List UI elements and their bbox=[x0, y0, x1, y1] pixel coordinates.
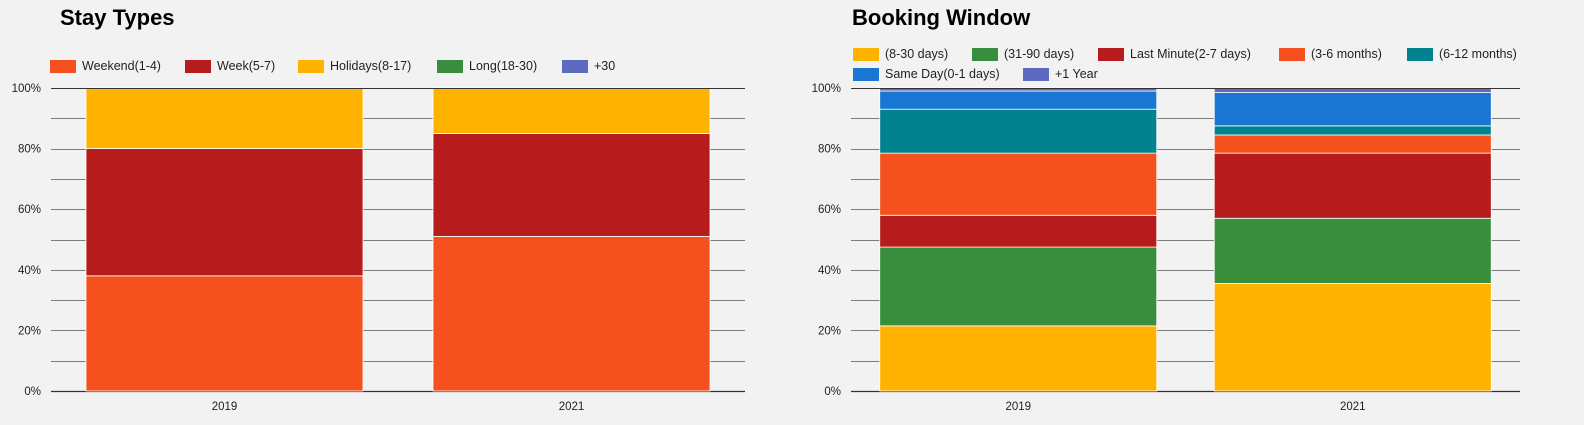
legend-label: (6-12 months) bbox=[1439, 47, 1517, 61]
bar-segment-week-5-7-2021[interactable] bbox=[432, 133, 711, 237]
bar-segment-same-day-0-1-days-2021[interactable] bbox=[1213, 92, 1492, 127]
legend-swatch bbox=[1098, 47, 1124, 61]
x-tick-label: 2021 bbox=[1340, 401, 1366, 413]
bar-segment-8-30-days-2019[interactable] bbox=[879, 325, 1158, 392]
legend-item-same-day-0-1-days[interactable]: Same Day(0-1 days) bbox=[853, 66, 1000, 82]
legend-label: Long(18-30) bbox=[469, 59, 538, 73]
legend-swatch bbox=[853, 67, 879, 81]
y-tick-label: 60% bbox=[818, 204, 841, 216]
legend-swatch bbox=[1407, 47, 1433, 61]
legend-item-3-6-months[interactable]: (3-6 months) bbox=[1279, 46, 1382, 62]
y-tick-label: 100% bbox=[812, 83, 841, 95]
y-tick-label: 80% bbox=[18, 144, 41, 156]
bar-segment-week-5-7-2019[interactable] bbox=[85, 148, 364, 277]
legend-label: (8-30 days) bbox=[885, 47, 949, 61]
bar-segment-last-minute-2-7-days-2019[interactable] bbox=[879, 214, 1158, 248]
y-tick-label: 80% bbox=[818, 144, 841, 156]
chart-title: Booking Window bbox=[852, 5, 1031, 30]
legend-swatch bbox=[298, 59, 324, 73]
legend-swatch bbox=[972, 47, 998, 61]
legend-item-30[interactable]: +30 bbox=[562, 58, 615, 74]
bar-segment-31-90-days-2021[interactable] bbox=[1213, 217, 1492, 284]
bar-segment-31-90-days-2019[interactable] bbox=[879, 246, 1158, 327]
chart-title: Stay Types bbox=[60, 5, 175, 30]
legend-swatch bbox=[437, 59, 463, 73]
y-tick-label: 20% bbox=[818, 325, 841, 337]
legend-swatch bbox=[50, 59, 76, 73]
bar-segment-last-minute-2-7-days-2021[interactable] bbox=[1213, 152, 1492, 219]
legend-item-8-30-days[interactable]: (8-30 days) bbox=[853, 46, 948, 62]
legend-label: Last Minute(2-7 days) bbox=[1130, 47, 1251, 61]
legend-label: Same Day(0-1 days) bbox=[885, 67, 1000, 81]
legend-label: (3-6 months) bbox=[1311, 47, 1382, 61]
bar-segment-6-12-months-2021[interactable] bbox=[1213, 125, 1492, 136]
x-tick-label: 2019 bbox=[1005, 401, 1031, 413]
legend-label: +30 bbox=[594, 59, 616, 73]
y-tick-label: 40% bbox=[18, 265, 41, 277]
y-tick-label: 60% bbox=[18, 204, 41, 216]
bar-segment-6-12-months-2019[interactable] bbox=[879, 108, 1158, 154]
bar-segment-same-day-0-1-days-2019[interactable] bbox=[879, 90, 1158, 110]
legend-item-holidays-8-17[interactable]: Holidays(8-17) bbox=[298, 58, 411, 74]
legend-swatch bbox=[1279, 47, 1305, 61]
bar-segment-weekend-1-4-2019[interactable] bbox=[85, 275, 364, 392]
legend-item-weekend-1-4[interactable]: Weekend(1-4) bbox=[50, 58, 161, 74]
y-tick-label: 0% bbox=[824, 386, 841, 398]
legend-label: Holidays(8-17) bbox=[330, 59, 412, 73]
booking-window-chart: Booking Window (8-30 days) (31-90 days) La… bbox=[792, 0, 1584, 425]
x-tick-label: 2019 bbox=[212, 401, 238, 413]
chart-plot: 0% 20% 40% 60% 80% 100% 2019 2021 bbox=[812, 83, 1520, 413]
legend-label: Week(5-7) bbox=[217, 59, 276, 73]
legend-swatch bbox=[853, 47, 879, 61]
legend-item-1-year[interactable]: +1 Year bbox=[1023, 66, 1098, 82]
legend-item-week-5-7[interactable]: Week(5-7) bbox=[185, 58, 275, 74]
legend-swatch bbox=[1023, 67, 1049, 81]
x-tick-label: 2021 bbox=[559, 401, 585, 413]
legend-label: +1 Year bbox=[1055, 67, 1098, 81]
bar-segment-weekend-1-4-2021[interactable] bbox=[432, 236, 711, 392]
legend-item-long-18-30[interactable]: Long(18-30) bbox=[437, 58, 537, 74]
bar-segment-3-6-months-2021[interactable] bbox=[1213, 134, 1492, 154]
y-tick-label: 0% bbox=[24, 386, 41, 398]
legend-item-6-12-months[interactable]: (6-12 months) bbox=[1407, 46, 1517, 62]
legend-swatch bbox=[185, 59, 211, 73]
chart-plot: 0% 20% 40% 60% 80% 100% 2019 2021 bbox=[12, 83, 745, 413]
bar-segment-8-30-days-2021[interactable] bbox=[1213, 283, 1492, 392]
y-tick-label: 40% bbox=[818, 265, 841, 277]
legend-item-last-minute-2-7-days[interactable]: Last Minute(2-7 days) bbox=[1098, 46, 1251, 62]
legend-label: Weekend(1-4) bbox=[82, 59, 161, 73]
y-tick-label: 20% bbox=[18, 325, 41, 337]
bar-segment-3-6-months-2019[interactable] bbox=[879, 152, 1158, 216]
legend-swatch bbox=[562, 59, 588, 73]
bar-segment-holidays-8-17-2019[interactable] bbox=[85, 87, 364, 149]
legend-label: (31-90 days) bbox=[1004, 47, 1075, 61]
bar-segment-holidays-8-17-2021[interactable] bbox=[432, 87, 711, 134]
legend-item-31-90-days[interactable]: (31-90 days) bbox=[972, 46, 1074, 62]
stay-types-chart: Stay Types Weekend(1-4) Week(5-7) Holidays… bbox=[12, 5, 745, 413]
y-tick-label: 100% bbox=[12, 83, 41, 95]
